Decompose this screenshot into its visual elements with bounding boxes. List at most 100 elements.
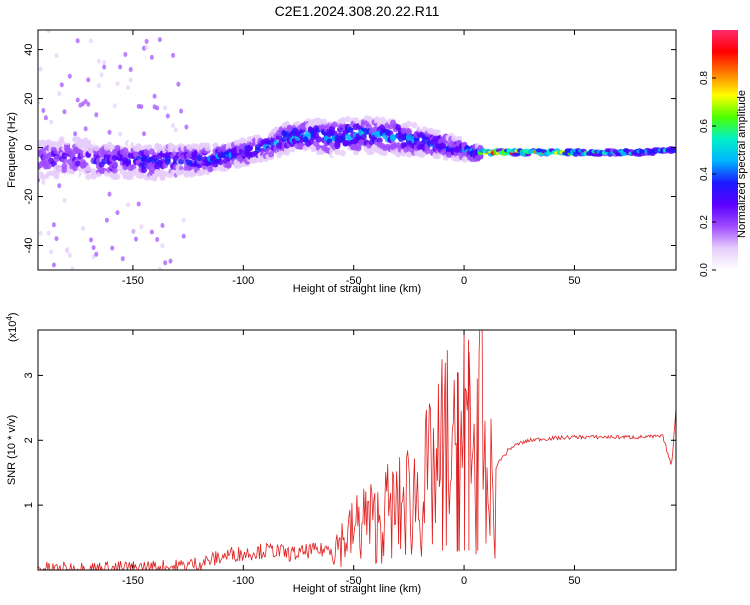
y-tick-label: 3 bbox=[23, 372, 35, 378]
heatmap-cell bbox=[111, 161, 118, 168]
heatmap-cell bbox=[61, 166, 68, 174]
heatmap-cell bbox=[339, 117, 346, 124]
heatmap-cell bbox=[91, 245, 96, 251]
heatmap-cell bbox=[80, 174, 86, 181]
heatmap-cell bbox=[90, 138, 97, 145]
heatmap-cell bbox=[98, 176, 105, 183]
heatmap-cell bbox=[289, 146, 296, 153]
spectrogram-panel: -150 -100 -50 0 50 -40 -20 0 20 40 Height of str… bbox=[6, 29, 677, 295]
heatmap-cell bbox=[143, 149, 150, 156]
x-tick-label: -150 bbox=[122, 575, 144, 587]
heatmap-cell bbox=[331, 121, 338, 128]
y-tick-label: -20 bbox=[23, 189, 35, 205]
heatmap-cell bbox=[435, 129, 441, 136]
heatmap-cell bbox=[38, 230, 43, 236]
colorbar-tick-label: 0.8 bbox=[699, 71, 710, 85]
snr-multiplier-close: ) bbox=[7, 312, 19, 316]
colorbar-axis: 0.0 0.2 0.4 0.6 0.8 bbox=[699, 71, 716, 277]
heatmap-cell bbox=[157, 266, 162, 270]
heatmap-cell bbox=[75, 38, 80, 44]
heatmap-cell bbox=[49, 119, 54, 125]
heatmap-cell bbox=[141, 166, 147, 174]
heatmap-cell bbox=[45, 162, 52, 170]
heatmap-cell bbox=[41, 108, 46, 113]
x-tick-label: 0 bbox=[461, 575, 467, 587]
heatmap-cell bbox=[57, 183, 62, 189]
heatmap-cell bbox=[321, 118, 328, 125]
heatmap-cell bbox=[111, 167, 118, 174]
heatmap-cell bbox=[128, 67, 133, 72]
heatmap-cell bbox=[107, 129, 112, 135]
heatmap-cell bbox=[99, 72, 104, 78]
heatmap-cell bbox=[109, 144, 116, 151]
x-tick-label: 50 bbox=[568, 275, 580, 287]
x-tick-label: 50 bbox=[568, 575, 580, 587]
heatmap-cell bbox=[59, 82, 64, 88]
heatmap-cell bbox=[405, 128, 412, 135]
heatmap-cell bbox=[149, 54, 154, 60]
heatmap-cell bbox=[163, 105, 168, 111]
heatmap-cell bbox=[61, 152, 68, 160]
snr-x-axis: -150 -100 -50 0 50 bbox=[122, 330, 581, 587]
heatmap-cell bbox=[144, 38, 149, 44]
y-tick-label: 0 bbox=[23, 144, 35, 150]
y-tick-label: -40 bbox=[23, 238, 35, 254]
heatmap-cell bbox=[46, 230, 51, 236]
heatmap-cell bbox=[135, 143, 142, 151]
heatmap-cell bbox=[62, 109, 67, 115]
heatmap-cell bbox=[86, 101, 91, 107]
heatmap-cell bbox=[168, 258, 173, 264]
heatmap-cell bbox=[450, 135, 457, 142]
colorbar-tick-label: 0.2 bbox=[699, 215, 710, 229]
heatmap-cell bbox=[126, 85, 131, 90]
heatmap-cell bbox=[139, 224, 144, 230]
x-tick-label: -100 bbox=[232, 575, 254, 587]
heatmap-cell bbox=[281, 136, 288, 143]
colorbar: 0.0 0.2 0.4 0.6 0.8 Normalized spectral ampl… bbox=[699, 30, 748, 277]
heatmap-cell bbox=[155, 237, 160, 242]
heatmap-cell bbox=[114, 139, 121, 146]
snr-y-axis: 1 2 3 bbox=[23, 372, 676, 508]
heatmap-cell bbox=[514, 152, 521, 157]
heatmap-cell bbox=[139, 104, 144, 110]
spectrogram-frame bbox=[37, 29, 677, 271]
heatmap-cell bbox=[64, 173, 71, 180]
heatmap-cell bbox=[62, 197, 67, 203]
colorbar-tick-label: 0.4 bbox=[699, 167, 710, 181]
heatmap-cell bbox=[107, 191, 112, 197]
snr-multiplier-base: (x10 bbox=[7, 321, 19, 342]
colorbar-gradient bbox=[712, 30, 738, 270]
heatmap-cell bbox=[86, 77, 91, 83]
heatmap-cell bbox=[163, 260, 168, 266]
heatmap-cell bbox=[184, 124, 189, 130]
heatmap-cell bbox=[70, 266, 75, 270]
spectrogram-y-axis-label: Frequency (Hz) bbox=[6, 112, 18, 188]
heatmap-cell bbox=[344, 116, 351, 123]
x-tick-label: -50 bbox=[346, 575, 362, 587]
heatmap-cell bbox=[435, 152, 441, 160]
heatmap-cell bbox=[67, 73, 72, 79]
heatmap-cell bbox=[411, 121, 418, 129]
snr-series-line bbox=[38, 330, 676, 570]
heatmap-cell bbox=[572, 152, 579, 157]
heatmap-cell bbox=[54, 236, 59, 242]
heatmap-cell bbox=[74, 160, 81, 167]
heatmap-cell bbox=[58, 138, 65, 146]
x-tick-label: -50 bbox=[346, 275, 362, 287]
heatmap-cell bbox=[75, 97, 80, 103]
x-tick-label: -150 bbox=[122, 275, 144, 287]
heatmap-cell bbox=[178, 168, 185, 176]
heatmap-cell bbox=[38, 66, 43, 72]
heatmap-cell bbox=[94, 251, 99, 257]
heatmap-cell bbox=[40, 173, 47, 181]
heatmap-cell bbox=[382, 149, 388, 156]
snr-y-axis-label: SNR (10 * v/v) bbox=[6, 415, 18, 485]
heatmap-cell bbox=[83, 126, 88, 132]
heatmap-cell bbox=[98, 138, 105, 145]
heatmap-cell bbox=[53, 171, 60, 178]
heatmap-cell bbox=[670, 149, 676, 154]
x-tick-label: -100 bbox=[232, 275, 254, 287]
heatmap-cell bbox=[196, 154, 203, 161]
heatmap-cell bbox=[61, 157, 68, 164]
heatmap-cell bbox=[120, 256, 125, 262]
